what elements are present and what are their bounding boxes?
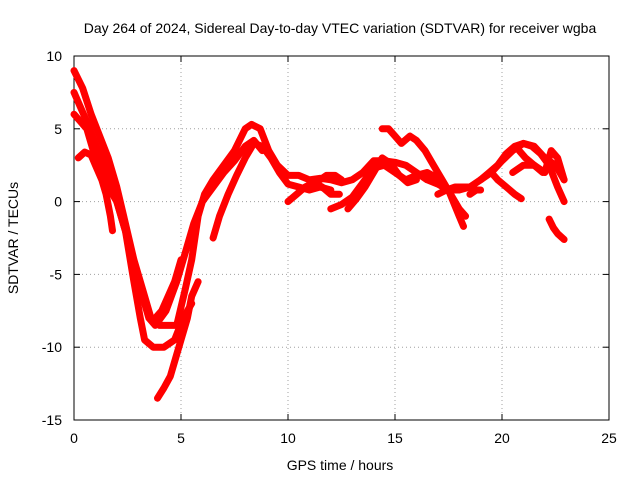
x-tick-label: 0 <box>70 430 78 446</box>
series-arc-1 <box>70 67 568 329</box>
y-axis-label: SDTVAR / TECUs <box>5 182 21 294</box>
series-arc-12 <box>378 125 470 220</box>
x-tick-label: 15 <box>387 430 403 446</box>
chart-title: Day 264 of 2024, Sidereal Day-to-day VTE… <box>84 20 597 36</box>
series-arc-15 <box>487 169 525 203</box>
x-tick-label: 25 <box>601 430 617 446</box>
x-tick-label: 10 <box>280 430 296 446</box>
y-tick-label: 5 <box>54 121 62 137</box>
series-arc-16 <box>466 186 485 198</box>
series-arc-18 <box>515 147 547 176</box>
x-tick-labels: 0 5 10 15 20 25 <box>70 430 617 446</box>
y-tick-label: -5 <box>50 266 63 282</box>
series-arc-13 <box>434 183 474 198</box>
series-arc-2 <box>70 88 266 329</box>
y-tick-labels: -15 -10 -5 0 5 10 <box>42 48 62 428</box>
data-series <box>70 67 568 402</box>
series-arc-9 <box>316 171 345 184</box>
series-arc-3 <box>70 110 196 351</box>
series-arc-11 <box>344 154 420 213</box>
series-arc-8 <box>284 179 343 206</box>
series-arc-4 <box>74 148 116 235</box>
x-axis-label: GPS time / hours <box>287 457 394 473</box>
series-arc-5 <box>154 278 202 402</box>
y-tick-label: 10 <box>46 48 62 64</box>
x-tick-label: 5 <box>177 430 185 446</box>
axis-ticks <box>73 55 610 421</box>
grid-lines <box>74 56 609 420</box>
y-tick-label: -15 <box>42 412 62 428</box>
series-arc-14 <box>477 139 568 206</box>
series-arc-6 <box>151 256 185 322</box>
series-arc-19 <box>545 215 568 243</box>
y-tick-label: -10 <box>42 339 62 355</box>
y-tick-label: 0 <box>54 194 62 210</box>
plot-frame <box>73 55 610 421</box>
x-tick-label: 20 <box>494 430 510 446</box>
